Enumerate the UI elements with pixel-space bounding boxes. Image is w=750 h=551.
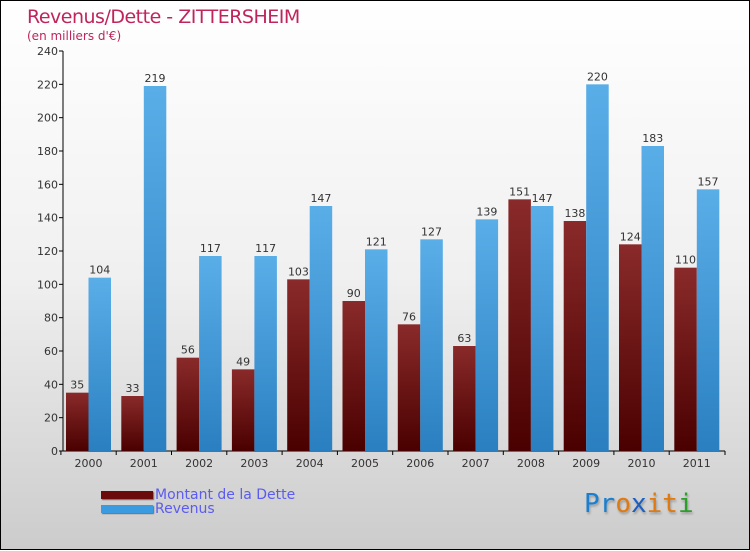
bar-revenus (199, 256, 222, 451)
legend: Montant de la Dette Revenus (101, 488, 295, 516)
logo-letter: P (584, 489, 600, 519)
x-tick-label: 2005 (351, 457, 379, 470)
bar-dette (121, 396, 144, 451)
y-tick-label: 100 (37, 278, 58, 291)
y-tick-label: 0 (51, 445, 58, 458)
y-tick-label: 20 (44, 412, 58, 425)
bar-dette (342, 301, 365, 451)
data-label: 157 (698, 175, 719, 188)
y-tick-label: 140 (37, 212, 58, 225)
proxiti-logo: Proxiti (584, 489, 694, 519)
data-label: 139 (476, 205, 497, 218)
logo-letter: i (677, 489, 694, 519)
y-tick-label: 200 (37, 112, 58, 125)
logo-letter: o (615, 489, 631, 519)
bar-revenus (309, 206, 333, 451)
data-label: 183 (642, 132, 663, 145)
data-label: 103 (288, 265, 309, 278)
data-label: 49 (236, 355, 250, 368)
y-tick-label: 240 (37, 45, 58, 58)
data-label: 35 (70, 379, 84, 392)
data-label: 121 (366, 235, 387, 248)
bar-revenus (88, 277, 111, 451)
y-tick-label: 220 (37, 78, 58, 91)
logo-letter: t (662, 489, 678, 519)
legend-swatch-revenus (101, 505, 153, 513)
bar-dette (176, 357, 200, 451)
bar-revenus (641, 146, 664, 451)
bar-revenus (475, 219, 499, 451)
legend-label: Revenus (155, 501, 215, 517)
x-tick-label: 2003 (240, 457, 268, 470)
x-tick-label: 2000 (75, 457, 103, 470)
bar-dette (508, 199, 531, 451)
x-tick-label: 2004 (296, 457, 324, 470)
data-label: 104 (89, 264, 110, 277)
x-tick-label: 2010 (628, 457, 656, 470)
logo-letter: i (646, 489, 663, 519)
bar-dette (563, 221, 587, 451)
logo-letter: x (630, 489, 647, 519)
logo-letter: r (599, 489, 616, 519)
y-tick-label: 60 (44, 345, 58, 358)
chart-title: Revenus/Dette - ZITTERSHEIM (27, 6, 300, 28)
legend-label: Montant de la Dette (155, 487, 296, 503)
bar-revenus (586, 84, 609, 451)
bar-revenus (143, 86, 167, 451)
y-tick-label: 40 (44, 378, 58, 391)
y-tick-label: 80 (44, 312, 58, 325)
legend-swatch-dette (101, 491, 153, 499)
bar-dette (453, 346, 476, 451)
x-tick-label: 2008 (517, 457, 545, 470)
data-label: 117 (255, 242, 276, 255)
bar-dette (66, 392, 89, 451)
data-label: 151 (509, 185, 530, 198)
data-label: 220 (587, 70, 608, 83)
legend-item-revenus: Revenus (101, 502, 295, 516)
bar-dette (674, 267, 697, 451)
data-label: 138 (564, 207, 585, 220)
bar-dette (397, 324, 421, 451)
y-tick-label: 120 (37, 245, 58, 258)
data-label: 117 (200, 242, 221, 255)
legend-item-dette: Montant de la Dette (101, 488, 295, 502)
x-tick-label: 2002 (185, 457, 213, 470)
x-tick-label: 2011 (683, 457, 711, 470)
x-tick-label: 2006 (406, 457, 434, 470)
y-tick-label: 180 (37, 145, 58, 158)
bar-revenus (254, 256, 277, 451)
bar-revenus (420, 239, 443, 451)
bar-dette (287, 279, 310, 451)
data-label: 110 (675, 254, 696, 267)
data-label: 56 (181, 344, 195, 357)
chart-subtitle: (en milliers d'€) (27, 29, 122, 43)
bar-dette (231, 369, 255, 451)
bar-revenus (696, 189, 720, 452)
data-label: 124 (620, 230, 641, 243)
data-label: 147 (532, 192, 553, 205)
bar-revenus (365, 249, 388, 451)
data-label: 33 (126, 382, 140, 395)
bar-revenus (530, 206, 554, 451)
y-tick-label: 160 (37, 178, 58, 191)
x-tick-label: 2009 (572, 457, 600, 470)
x-tick-label: 2007 (462, 457, 490, 470)
data-label: 76 (402, 310, 416, 323)
data-label: 90 (347, 287, 361, 300)
data-label: 63 (457, 332, 471, 345)
x-tick-label: 2001 (130, 457, 158, 470)
data-label: 219 (145, 72, 166, 85)
data-label: 127 (421, 225, 442, 238)
bar-dette (619, 244, 642, 451)
data-label: 147 (310, 192, 331, 205)
